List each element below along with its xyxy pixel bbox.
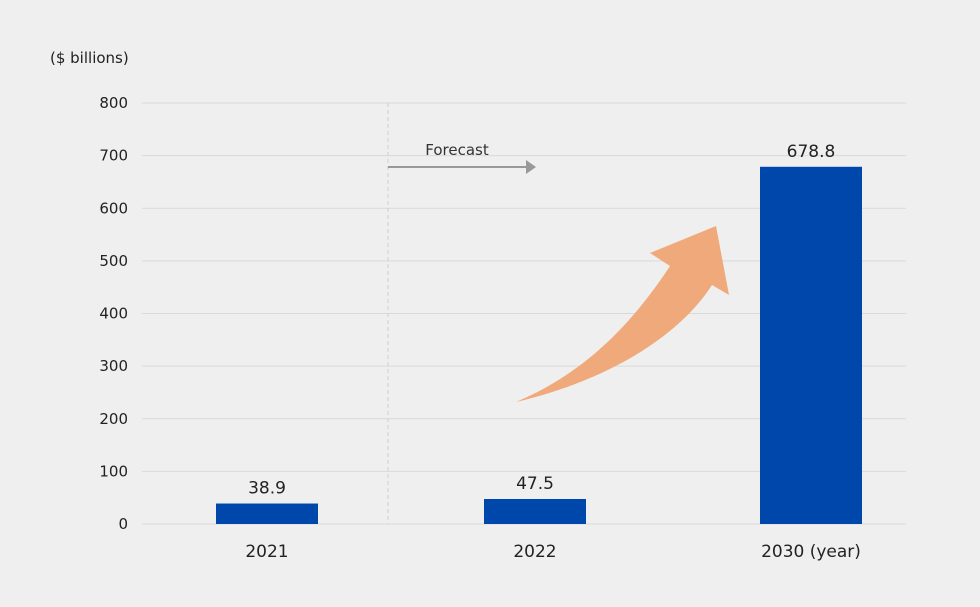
y-axis-unit-label: ($ billions) <box>50 49 129 67</box>
gridlines <box>142 102 906 525</box>
y-tick-label: 700 <box>99 147 128 165</box>
value-label: 38.9 <box>248 479 286 499</box>
bar-2022 <box>484 499 586 524</box>
y-tick-label: 800 <box>99 94 128 112</box>
y-tick-label: 200 <box>99 410 128 428</box>
bar-2021 <box>216 503 318 524</box>
y-tick-label: 300 <box>99 357 128 375</box>
x-tick-label: 2030 (year) <box>761 542 861 562</box>
bar-2030 <box>760 166 862 524</box>
value-labels: 38.9 47.5 678.8 <box>248 142 835 499</box>
y-tick-label: 0 <box>118 515 128 533</box>
value-label: 47.5 <box>516 474 554 494</box>
y-tick-label: 500 <box>99 252 128 270</box>
forecast-label: Forecast <box>425 141 489 159</box>
bars <box>216 166 862 524</box>
y-tick-label: 100 <box>99 462 128 480</box>
y-axis-ticks: 0 100 200 300 400 500 600 700 800 <box>99 94 128 533</box>
x-tick-label: 2021 <box>245 542 288 562</box>
growth-arrow-icon <box>516 226 729 402</box>
y-tick-label: 400 <box>99 305 128 323</box>
forecast-arrow-icon <box>388 160 536 174</box>
value-label: 678.8 <box>787 142 836 162</box>
x-tick-label: 2022 <box>513 542 556 562</box>
x-axis-ticks: 2021 2022 2030 (year) <box>245 542 861 562</box>
y-tick-label: 600 <box>99 199 128 217</box>
